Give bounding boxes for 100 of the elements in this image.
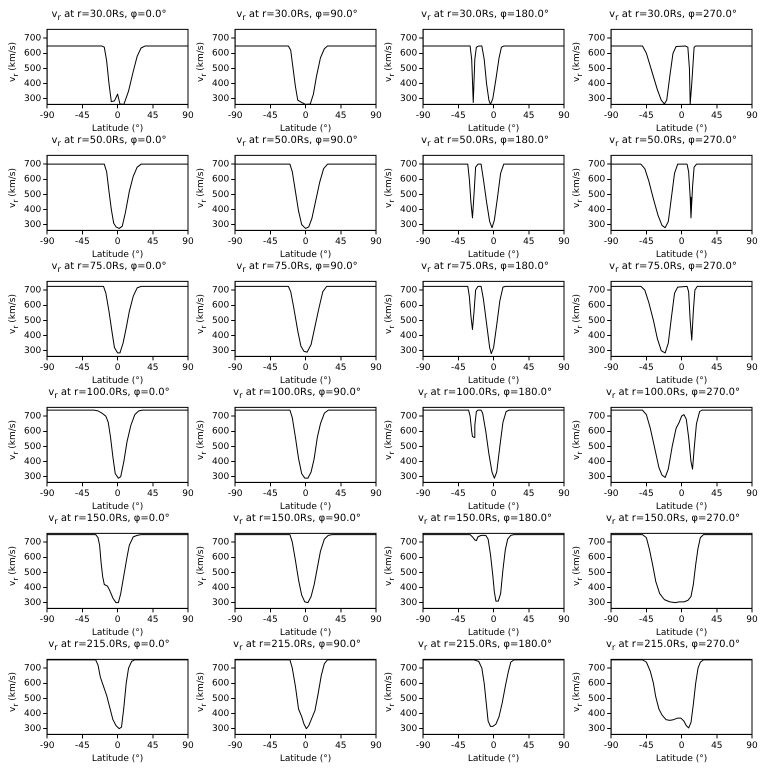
x-tick-label: -90: [228, 111, 243, 122]
x-axis-title: Latitude (°): [280, 250, 332, 260]
x-tick-label: 0: [678, 111, 685, 122]
x-tick-label: 0: [490, 489, 497, 500]
y-tick-label: 700: [400, 160, 418, 170]
chart-title: v$_{r}$ at r=100.0Rs, φ=90.0°: [232, 386, 362, 400]
x-tick-label: -90: [228, 363, 243, 374]
x-tick-label: 45: [147, 237, 159, 248]
x-tick-label: -90: [40, 489, 55, 500]
y-tick-label: 400: [212, 78, 230, 89]
x-tick-label: 45: [523, 741, 535, 752]
y-tick-label: 500: [212, 316, 230, 326]
x-tick-label: 90: [558, 111, 570, 122]
x-tick-label: 90: [370, 615, 382, 626]
x-tick-label: 0: [678, 363, 685, 374]
x-axis-title: Latitude (°): [280, 124, 332, 134]
y-tick-label: 600: [588, 426, 606, 437]
y-tick-label: 600: [400, 678, 418, 689]
y-tick-label: 400: [400, 78, 418, 89]
x-tick-label: -45: [451, 489, 466, 500]
y-tick-label: 700: [588, 160, 606, 170]
y-tick-label: 700: [212, 664, 230, 674]
y-tick-label: 500: [400, 190, 418, 200]
x-tick-label: 45: [335, 237, 347, 248]
chart-title: v$_{r}$ at r=150.0Rs, φ=270.0°: [604, 512, 741, 526]
x-tick-label: 45: [147, 363, 159, 374]
x-tick-label: -45: [263, 237, 278, 248]
x-axis-title: Latitude (°): [92, 754, 144, 764]
y-tick-label: 600: [24, 300, 42, 311]
x-axis-title: Latitude (°): [656, 502, 708, 512]
y-tick-label: 500: [400, 442, 418, 452]
y-tick-label: 600: [212, 174, 230, 185]
x-tick-label: -45: [639, 363, 654, 374]
x-tick-label: 90: [746, 615, 758, 626]
y-tick-label: 600: [212, 552, 230, 563]
y-tick-label: 300: [24, 724, 42, 734]
y-tick-label: 600: [24, 48, 42, 59]
y-tick-label: 300: [588, 220, 606, 230]
x-tick-label: -45: [639, 237, 654, 248]
chart-title: v$_{r}$ at r=30.0Rs, φ=0.0°: [50, 8, 168, 22]
y-tick-label: 300: [212, 346, 230, 356]
y-tick-label: 400: [400, 708, 418, 719]
x-tick-label: -45: [75, 489, 90, 500]
x-tick-label: -90: [40, 615, 55, 626]
y-tick-label: 700: [588, 34, 606, 44]
y-tick-label: 300: [588, 472, 606, 482]
x-tick-label: 90: [370, 489, 382, 500]
x-tick-label: 0: [490, 363, 497, 374]
x-tick-label: 45: [711, 615, 723, 626]
y-tick-label: 500: [24, 442, 42, 452]
x-tick-label: 0: [490, 615, 497, 626]
y-tick-label: 600: [400, 300, 418, 311]
x-tick-label: 0: [678, 237, 685, 248]
x-tick-label: -90: [604, 363, 619, 374]
y-tick-label: 500: [588, 64, 606, 74]
x-axis-title: Latitude (°): [92, 502, 144, 512]
y-tick-label: 300: [212, 724, 230, 734]
x-axis-title: Latitude (°): [468, 250, 520, 260]
x-tick-label: -90: [416, 615, 431, 626]
y-tick-label: 500: [212, 64, 230, 74]
y-tick-label: 300: [588, 724, 606, 734]
y-tick-label: 400: [588, 582, 606, 593]
x-tick-label: -45: [451, 111, 466, 122]
chart-title: v$_{r}$ at r=75.0Rs, φ=90.0°: [235, 260, 359, 274]
y-tick-label: 600: [588, 678, 606, 689]
y-tick-label: 300: [400, 220, 418, 230]
x-tick-label: -45: [263, 111, 278, 122]
x-tick-label: -45: [75, 237, 90, 248]
chart-title: v$_{r}$ at r=30.0Rs, φ=90.0°: [235, 8, 359, 22]
y-tick-label: 300: [212, 598, 230, 608]
y-tick-label: 700: [24, 286, 42, 296]
x-tick-label: -90: [604, 741, 619, 752]
y-tick-label: 400: [588, 330, 606, 341]
y-tick-label: 600: [588, 300, 606, 311]
x-tick-label: -90: [228, 615, 243, 626]
x-tick-label: -45: [75, 363, 90, 374]
x-tick-label: 90: [746, 111, 758, 122]
x-tick-label: 0: [114, 741, 121, 752]
x-tick-label: 90: [558, 741, 570, 752]
x-tick-label: -45: [75, 111, 90, 122]
x-tick-label: 0: [678, 741, 685, 752]
y-tick-label: 600: [588, 48, 606, 59]
x-tick-label: 0: [114, 363, 121, 374]
y-tick-label: 600: [24, 426, 42, 437]
y-tick-label: 600: [400, 552, 418, 563]
chart-title: v$_{r}$ at r=75.0Rs, φ=270.0°: [608, 260, 738, 274]
chart-title: v$_{r}$ at r=100.0Rs, φ=270.0°: [604, 386, 741, 400]
y-tick-label: 600: [24, 678, 42, 689]
y-tick-label: 700: [400, 664, 418, 674]
y-tick-label: 400: [24, 78, 42, 89]
x-tick-label: 45: [335, 111, 347, 122]
x-tick-label: 0: [302, 363, 309, 374]
y-tick-label: 500: [24, 64, 42, 74]
y-tick-label: 500: [212, 694, 230, 704]
y-tick-label: 700: [400, 412, 418, 422]
x-tick-label: 45: [523, 111, 535, 122]
x-tick-label: -90: [228, 741, 243, 752]
y-tick-label: 300: [588, 94, 606, 104]
y-tick-label: 700: [212, 160, 230, 170]
x-tick-label: 90: [370, 111, 382, 122]
